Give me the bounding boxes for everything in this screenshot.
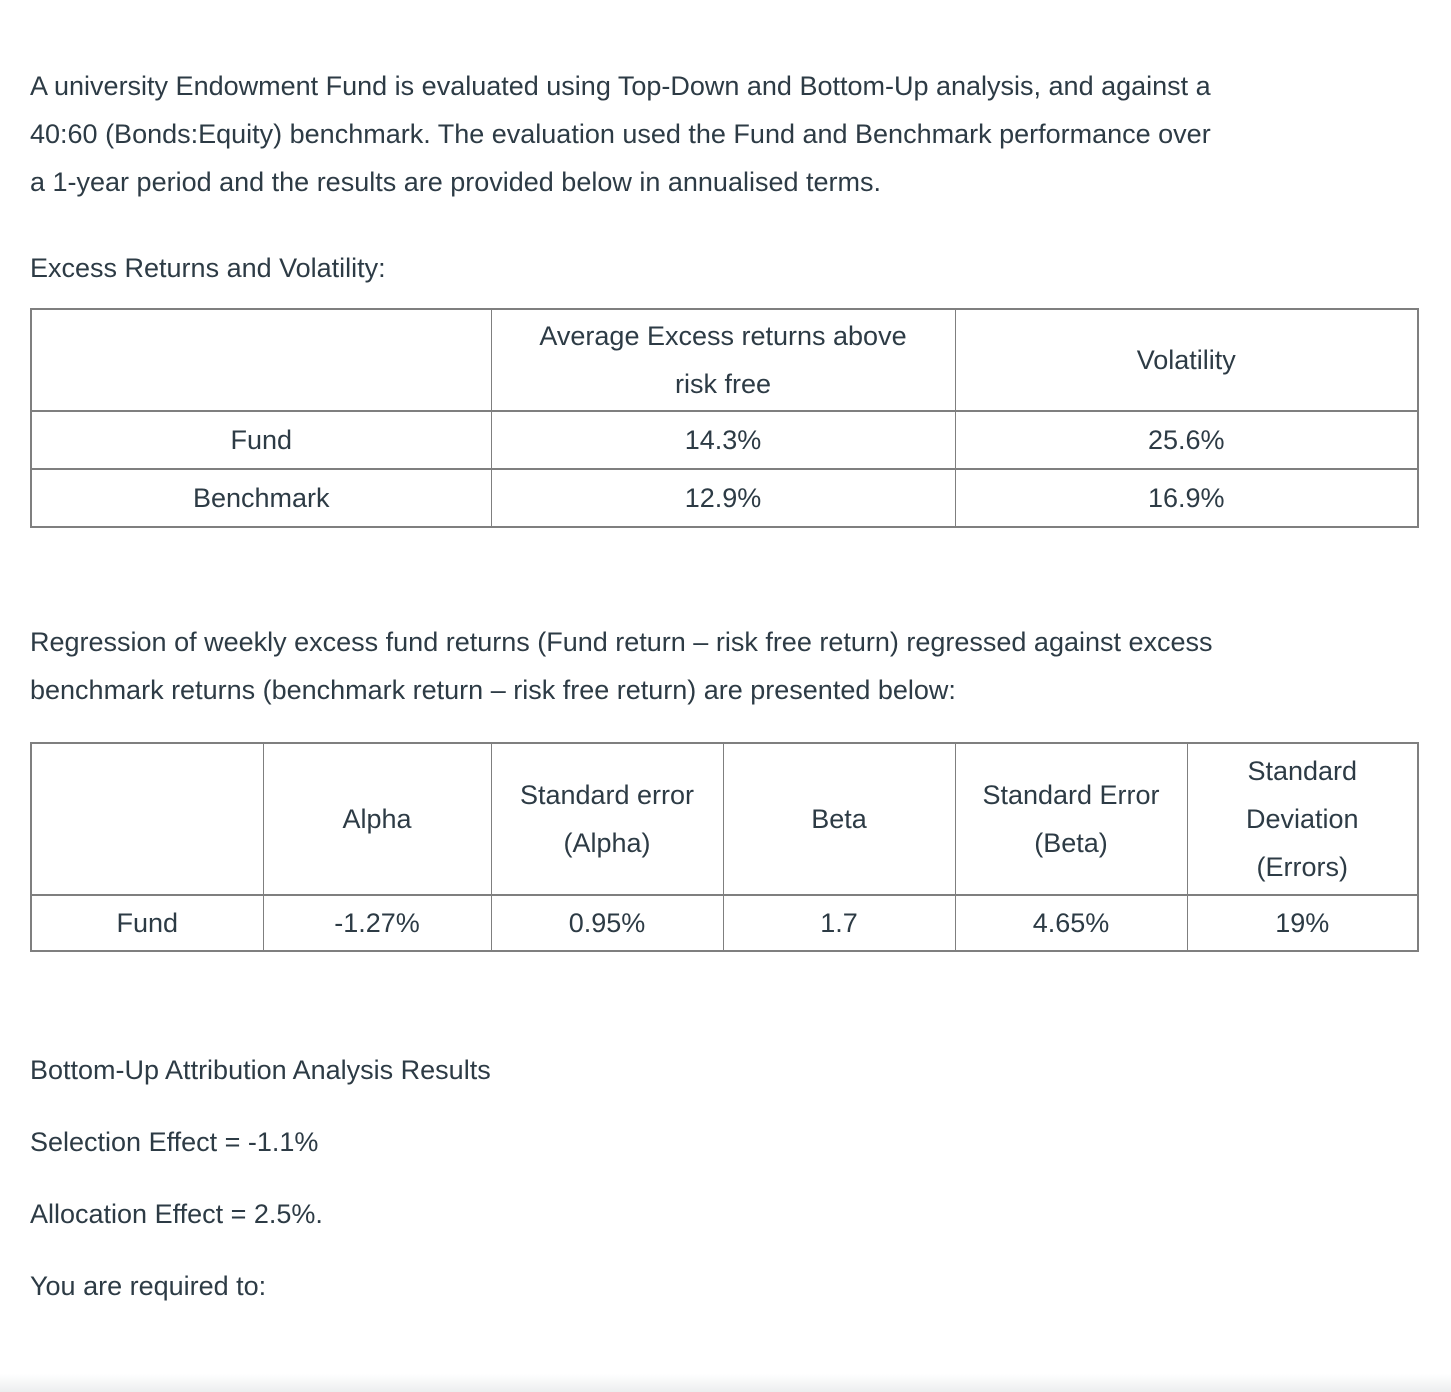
regression-stderr-alpha-value: 0.95% — [490, 894, 724, 952]
selection-effect-line: Selection Effect = -1.1% — [30, 1127, 319, 1157]
excess-returns-heading: Excess Returns and Volatility: — [30, 253, 386, 283]
question-document: A university Endowment Fund is evaluated… — [0, 62, 1451, 1310]
regression-beta-value: 1.7 — [722, 894, 956, 952]
excess-header-avg-excess-returns: Average Excess returns above risk free — [490, 308, 956, 412]
excess-returns-table: Average Excess returns above risk free V… — [30, 308, 1419, 528]
regression-fund-label: Fund — [30, 894, 264, 952]
regression-stddev-errors-value: 19% — [1186, 894, 1419, 952]
regression-table-header-row: Alpha Standard error (Alpha) Beta Standa… — [30, 742, 1419, 896]
excess-table-header-row: Average Excess returns above risk free V… — [30, 308, 1419, 412]
fund-row-label: Fund — [30, 410, 492, 470]
regression-header-stderr-beta: Standard Error (Beta) — [954, 742, 1188, 896]
fund-volatility-value: 25.6% — [954, 410, 1419, 470]
excess-header-volatility: Volatility — [954, 308, 1419, 412]
benchmark-row-label: Benchmark — [30, 468, 492, 528]
benchmark-excess-return-value: 12.9% — [490, 468, 956, 528]
regression-alpha-value: -1.27% — [262, 894, 492, 952]
attribution-results-heading: Bottom-Up Attribution Analysis Results — [30, 1055, 491, 1085]
benchmark-row: Benchmark 12.9% 16.9% — [30, 468, 1419, 528]
fund-excess-return-value: 14.3% — [490, 410, 956, 470]
regression-header-beta: Beta — [722, 742, 956, 896]
intro-paragraph: A university Endowment Fund is evaluated… — [30, 71, 1211, 197]
regression-header-empty-cell — [30, 742, 264, 896]
regression-header-stddev-errors: Standard Deviation (Errors) — [1186, 742, 1419, 896]
regression-paragraph: Regression of weekly excess fund returns… — [30, 627, 1213, 705]
fund-row: Fund 14.3% 25.6% — [30, 410, 1419, 470]
benchmark-volatility-value: 16.9% — [954, 468, 1419, 528]
allocation-effect-line: Allocation Effect = 2.5%. — [30, 1199, 323, 1229]
regression-results-table: Alpha Standard error (Alpha) Beta Standa… — [30, 742, 1419, 952]
regression-header-stderr-alpha: Standard error (Alpha) — [490, 742, 724, 896]
regression-stderr-beta-value: 4.65% — [954, 894, 1188, 952]
bottom-fade — [0, 1374, 1451, 1392]
regression-header-alpha: Alpha — [262, 742, 492, 896]
excess-header-empty-cell — [30, 308, 492, 412]
required-to-line: You are required to: — [30, 1271, 267, 1301]
regression-fund-row: Fund -1.27% 0.95% 1.7 4.65% 19% — [30, 894, 1419, 952]
